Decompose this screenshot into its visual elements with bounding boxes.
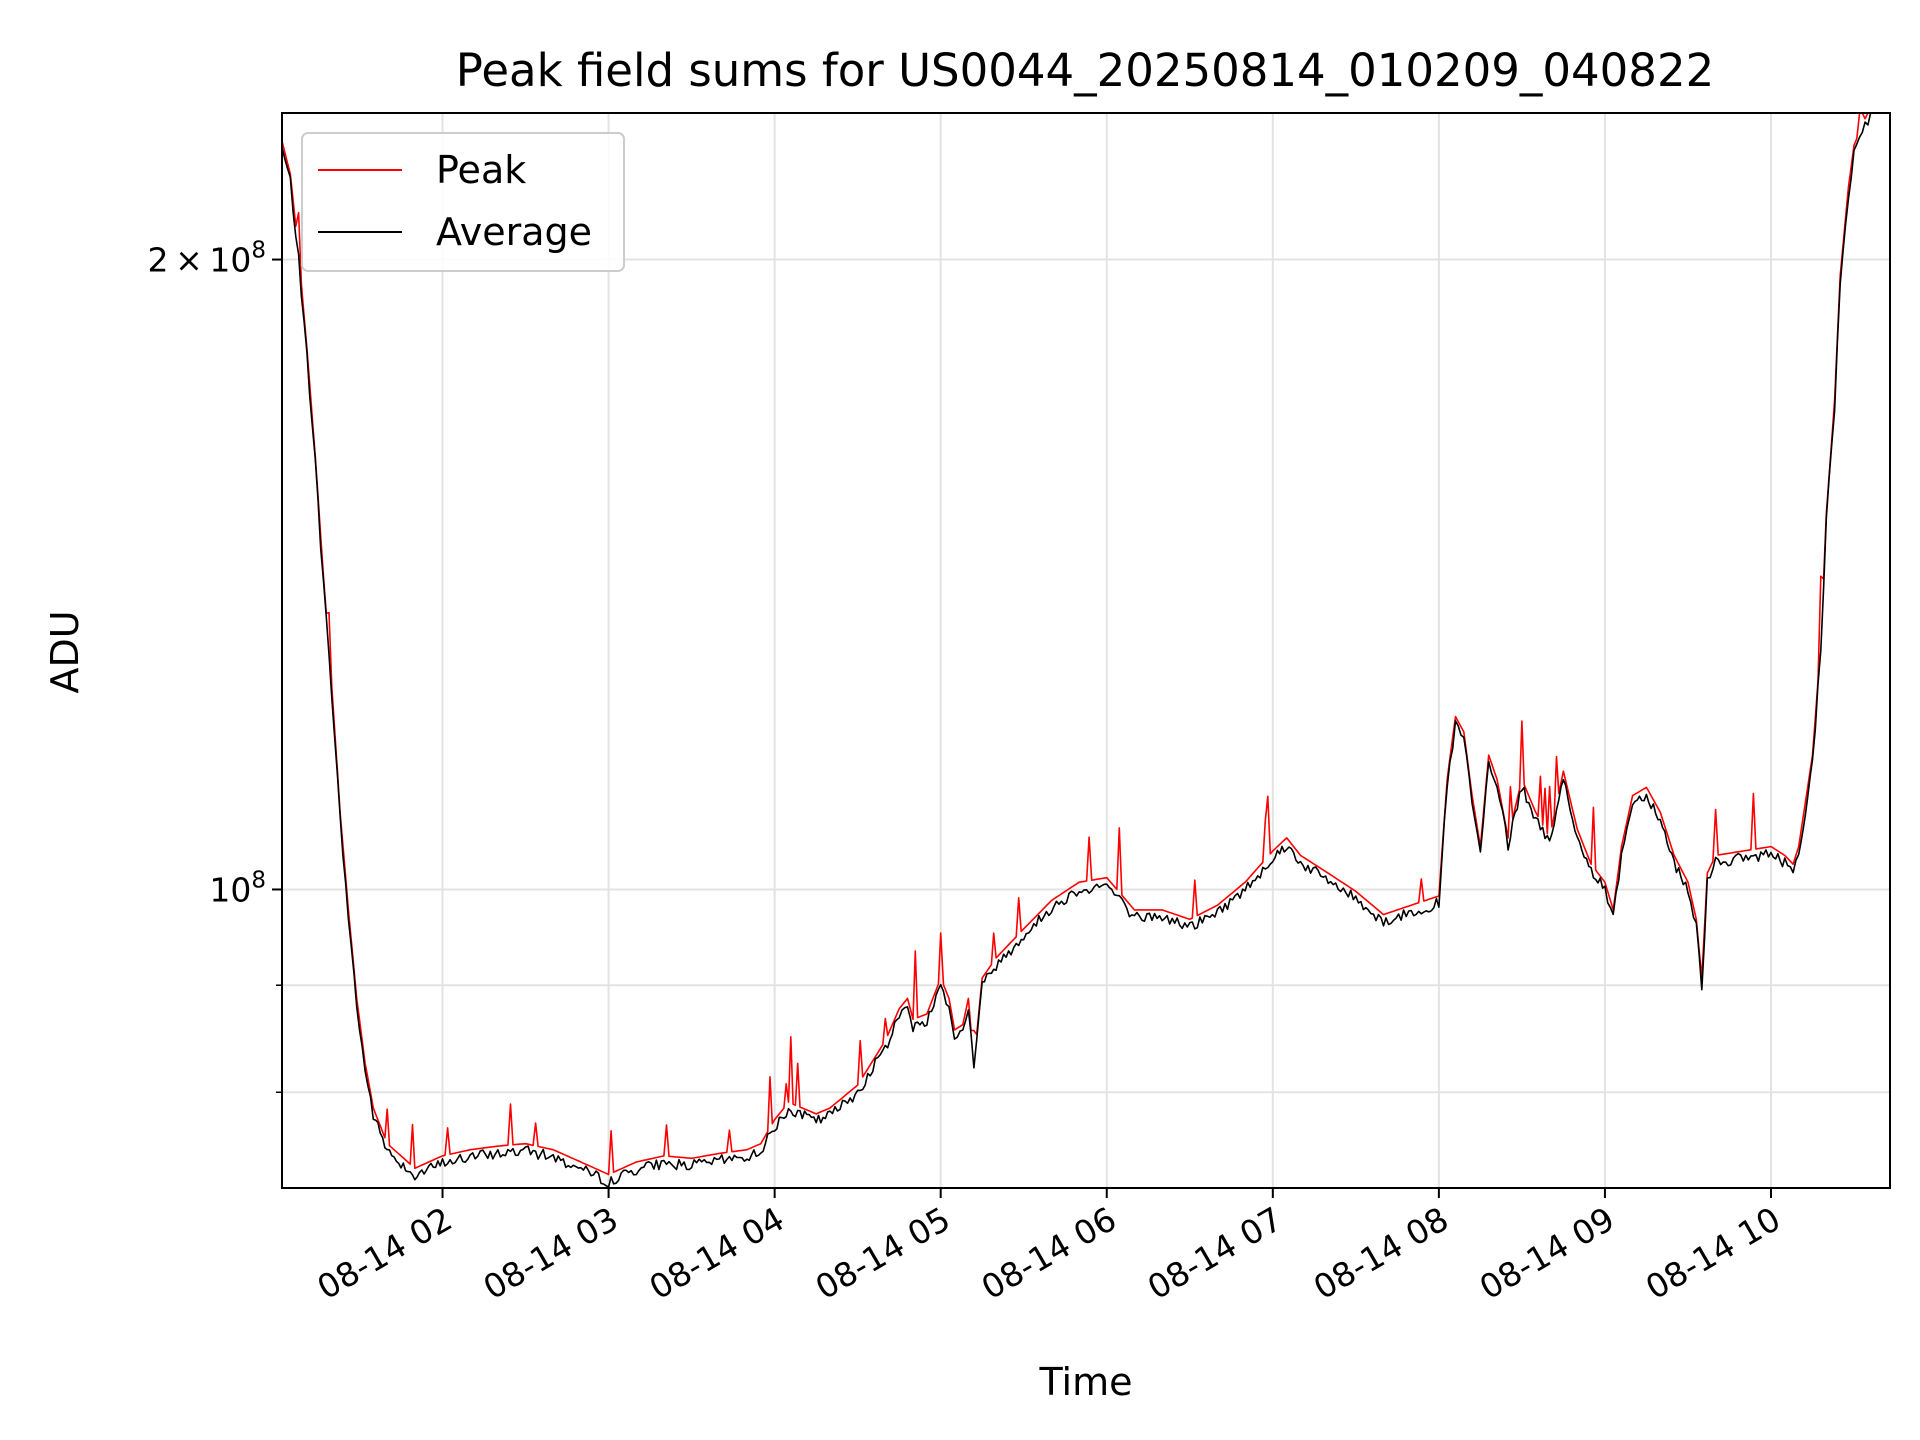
x-axis-label: Time: [1039, 1360, 1133, 1404]
y-axis: 108 2 × 108: [148, 238, 282, 1094]
plot-area: [281, 112, 1890, 1188]
legend-label-average: Average: [436, 210, 592, 254]
y-tick-label: 108: [209, 867, 266, 909]
chart-title: Peak field sums for US0044_20250814_0102…: [456, 44, 1714, 97]
series-average-line: [281, 112, 1890, 1188]
legend: Peak Average: [301, 132, 625, 272]
legend-label-peak: Peak: [436, 148, 526, 192]
axes-frame: [281, 112, 1891, 1189]
legend-box: [301, 132, 625, 272]
y-axis-label: ADU: [43, 610, 87, 693]
series-peak-line: [281, 112, 1890, 1176]
y-tick-label: 2 × 108: [148, 238, 266, 280]
